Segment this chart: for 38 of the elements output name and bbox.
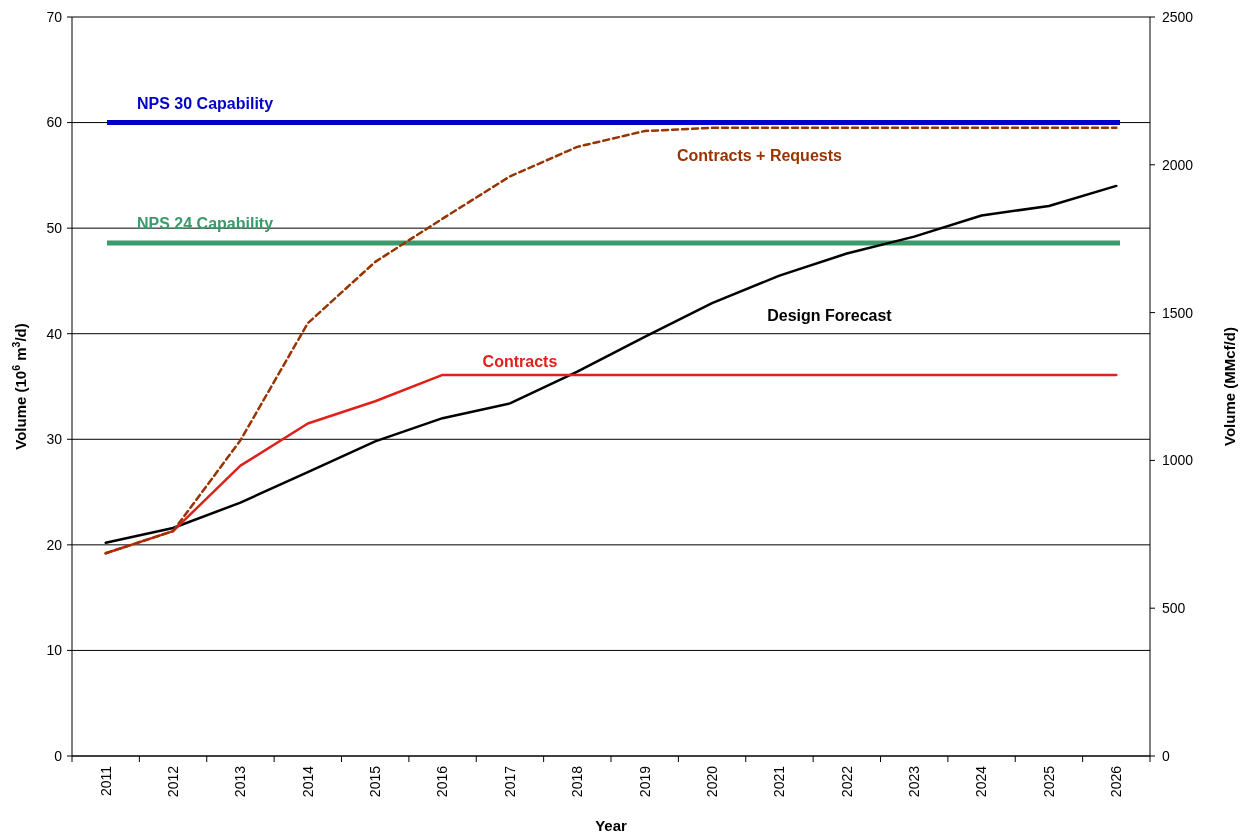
x-tick-label: 2013 [232,765,249,798]
y-tick-label: 20 [46,536,63,553]
x-tick-label: 2022 [838,765,855,798]
series-label: Contracts + Requests [676,146,843,164]
y-tick-label: 10 [46,642,63,659]
x-tick-label: 2017 [501,765,518,798]
y-tick-label: 60 [46,114,63,131]
x-tick-label: 2015 [367,765,384,798]
x-tick-label: 2020 [703,765,720,798]
x-tick-label: 2023 [906,765,923,798]
y-tick-label: 40 [46,325,63,342]
x-tick-label: 2014 [299,765,316,798]
ref-line-label: NPS 30 Capability [137,94,274,112]
y-tick-label: 30 [46,431,63,448]
x-tick-label: 2011 [97,765,114,797]
x-tick-label: 2012 [164,765,181,798]
y2-tick-label: 2000 [1162,156,1194,173]
y2-tick-label: 1500 [1162,304,1194,321]
series-label: Design Forecast [767,306,893,324]
y-tick-label: 50 [46,220,63,237]
y-tick-label: 70 [46,8,63,25]
line-series [104,126,1118,555]
x-tick-label: 2016 [434,765,451,798]
x-tick-label: 2021 [771,765,788,798]
x-axis-title: Year [595,817,628,834]
x-tick-label: 2018 [569,765,586,798]
series-label: Contracts [482,352,558,370]
x-tick-label: 2026 [1108,765,1125,798]
y-tick-label: 0 [54,747,63,764]
x-tick-label: 2024 [973,765,990,798]
y2-tick-label: 2500 [1162,8,1194,25]
ref-line-label: NPS 24 Capability [137,214,274,232]
y2-tick-label: 1000 [1162,452,1194,469]
y2-axis-title: Volume (MMcf/d) [1221,327,1238,446]
x-tick-label: 2025 [1040,765,1057,798]
y2-tick-label: 0 [1162,747,1170,764]
x-tick-label: 2019 [636,765,653,798]
y2-tick-label: 500 [1162,600,1186,617]
